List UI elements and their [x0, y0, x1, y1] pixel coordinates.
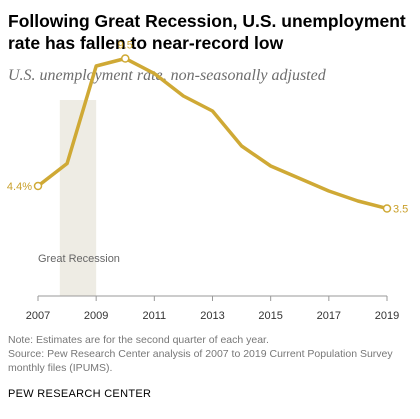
- data-label: 9.5: [118, 40, 133, 52]
- chart-source: Source: Pew Research Center analysis of …: [8, 348, 393, 374]
- x-tick-label: 2017: [317, 310, 341, 322]
- recession-label: Great Recession: [38, 253, 120, 265]
- x-tick-label: 2013: [200, 310, 224, 322]
- data-label: 3.5: [393, 204, 408, 216]
- chart-subtitle: U.S. unemployment rate, non-seasonally a…: [8, 67, 326, 84]
- data-point-marker: [121, 54, 130, 63]
- x-tick-label: 2015: [258, 310, 282, 322]
- line-chart: Great Recession 2007 2009 2011 2013 2015 2017 2…: [7, 40, 408, 323]
- data-point-marker: [33, 181, 43, 191]
- x-tick-label: 2009: [84, 310, 108, 322]
- series-line: [36, 56, 389, 211]
- x-tick-label: 2007: [26, 310, 50, 322]
- data-label: 4.4%: [7, 181, 32, 193]
- x-tick-label: 2011: [143, 310, 167, 322]
- brand-name: PEW RESEARCH CENTER: [8, 388, 152, 400]
- data-point-marker: [382, 204, 392, 213]
- x-tick-label: 2019: [375, 310, 399, 322]
- chart-note: Note: Estimates are for the second quart…: [8, 334, 269, 346]
- chart-title: Following Great Recession, U.S. unemploy…: [8, 11, 406, 53]
